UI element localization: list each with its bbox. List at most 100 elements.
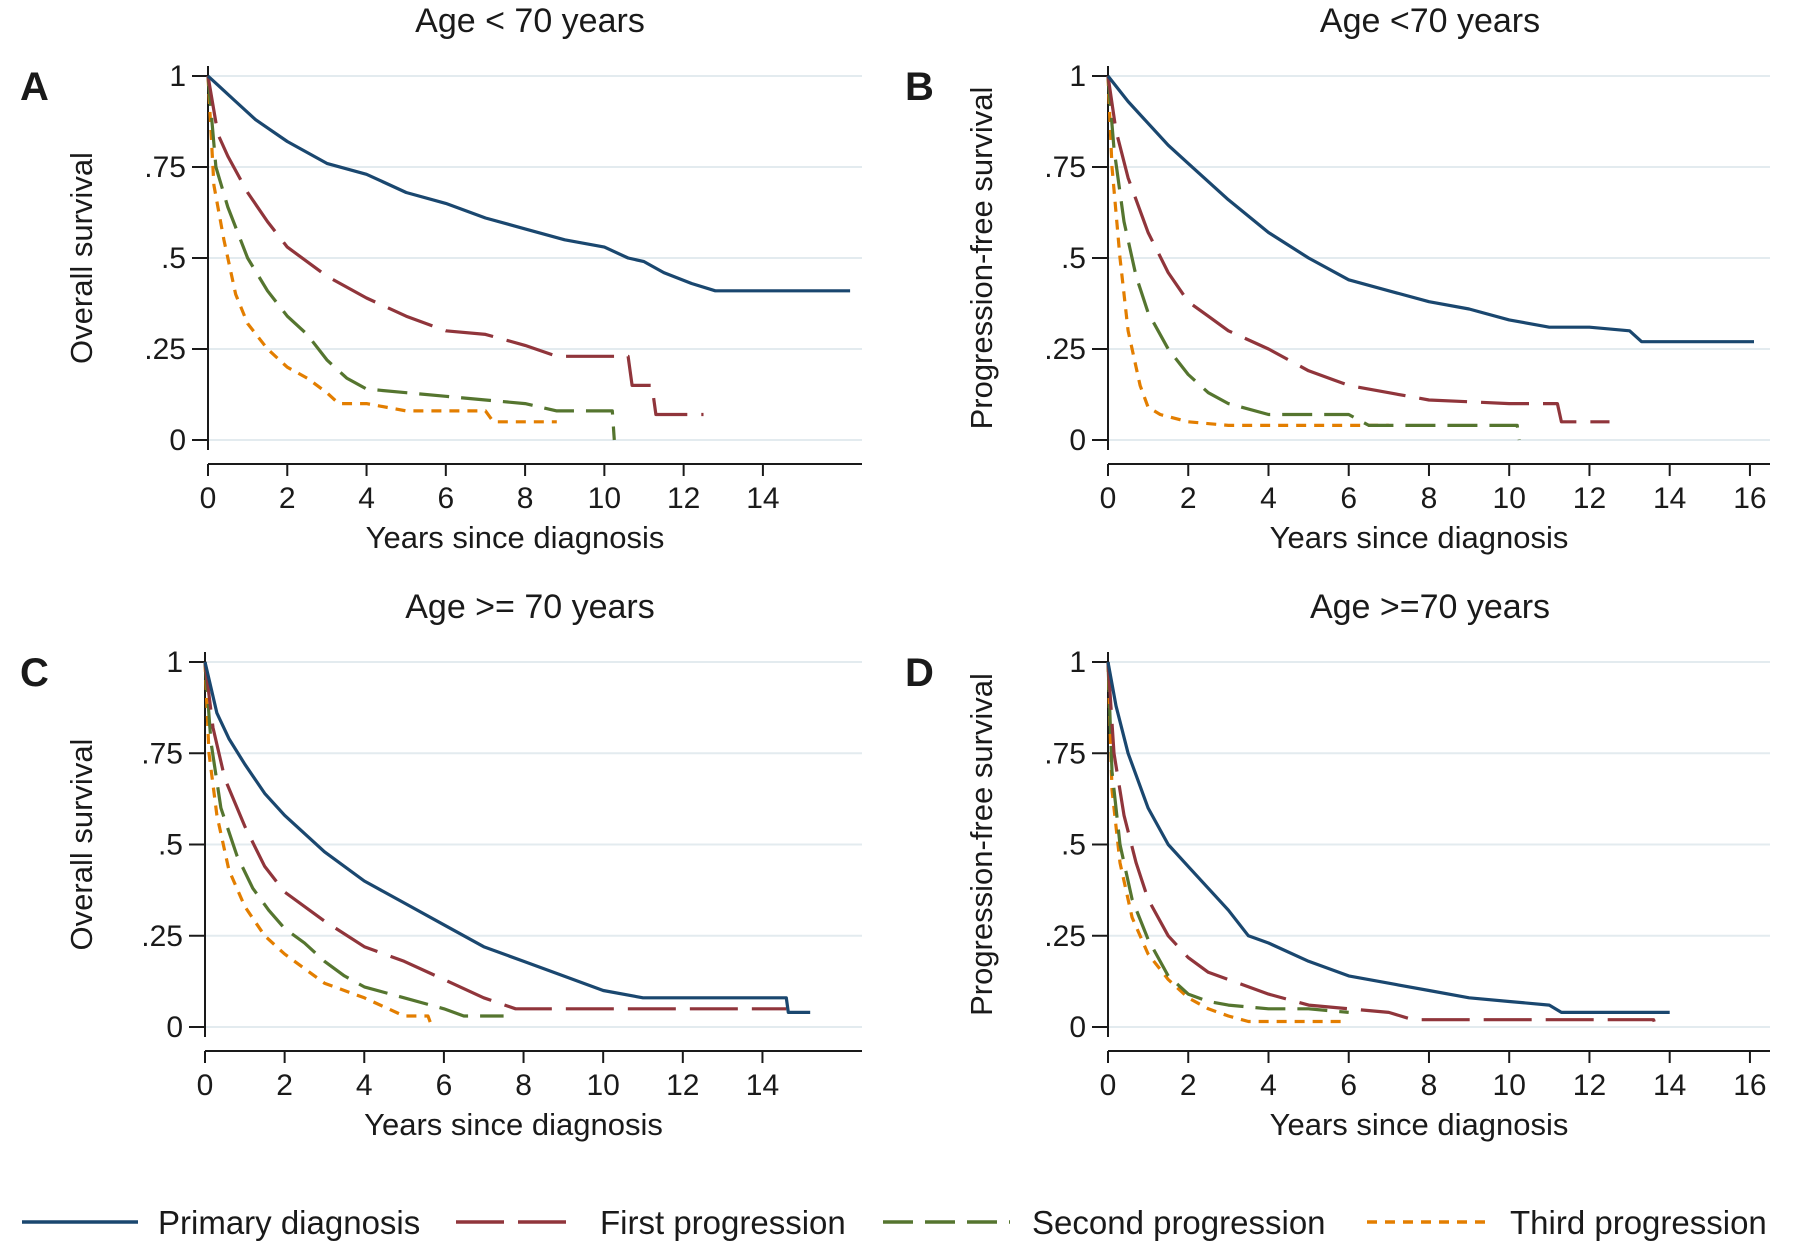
series-line-third: [203, 661, 434, 1028]
x-tick-label: 10: [1493, 482, 1526, 515]
panel-title: Age < 70 years: [415, 2, 645, 40]
series-line-second: [1106, 661, 1349, 1014]
y-axis-label: Overall survival: [64, 739, 99, 951]
series-line-first: [1106, 75, 1610, 424]
y-tick-label: .25: [144, 333, 186, 366]
y-tick-label: 0: [166, 1011, 183, 1044]
panel-letter: B: [905, 65, 934, 109]
x-tick-label: 8: [517, 482, 534, 515]
y-tick-label: 1: [166, 646, 183, 679]
x-tick-label: 2: [1180, 1069, 1197, 1102]
series-line-second: [1106, 75, 1521, 441]
series-line-primary: [1106, 75, 1754, 344]
x-tick-label: 16: [1733, 1069, 1766, 1102]
legend-item-primary: Primary diagnosis: [22, 1204, 420, 1241]
x-tick-label: 4: [1260, 1069, 1277, 1102]
series-line-primary: [1106, 661, 1670, 1014]
series-line-third: [206, 75, 557, 424]
x-tick-label: 10: [586, 1069, 619, 1102]
y-tick-label: 0: [1069, 424, 1086, 457]
x-tick-label: 14: [1653, 482, 1686, 515]
series-line-second: [203, 661, 504, 1018]
panel-letter: A: [20, 65, 49, 109]
legend-label-first: First progression: [600, 1204, 846, 1241]
x-tick-label: 12: [1573, 482, 1606, 515]
panel-title: Age >=70 years: [1310, 588, 1550, 626]
x-axis-label: Years since diagnosis: [1270, 520, 1569, 555]
legend-label-second: Second progression: [1032, 1204, 1326, 1241]
legend-item-first: First progression: [456, 1204, 846, 1241]
series-line-first: [1106, 661, 1658, 1028]
panel-letter: D: [905, 651, 934, 695]
legend-item-second: Second progression: [883, 1204, 1326, 1241]
y-tick-label: .5: [1061, 829, 1086, 862]
series-line-first: [206, 75, 704, 417]
x-tick-label: 6: [436, 1069, 453, 1102]
y-tick-label: .25: [1044, 333, 1086, 366]
y-tick-label: 1: [169, 60, 186, 93]
legend-label-primary: Primary diagnosis: [158, 1204, 420, 1241]
x-axis-label: Years since diagnosis: [364, 1107, 663, 1142]
y-axis-label: Progression-free survival: [964, 87, 999, 430]
legend-item-third: Third progression: [1367, 1204, 1767, 1241]
x-tick-label: 12: [1573, 1069, 1606, 1102]
x-axis-label: Years since diagnosis: [366, 520, 665, 555]
series-line-primary: [203, 661, 811, 1014]
x-tick-label: 2: [279, 482, 296, 515]
series-line-primary: [206, 74, 851, 293]
x-tick-label: 2: [1180, 482, 1197, 515]
series-line-second: [206, 75, 616, 441]
x-tick-label: 8: [1421, 482, 1438, 515]
y-tick-label: 0: [1069, 1011, 1086, 1044]
x-tick-label: 8: [515, 1069, 532, 1102]
panel-letter: C: [20, 651, 49, 695]
y-tick-label: .25: [1044, 920, 1086, 953]
x-tick-label: 12: [667, 482, 700, 515]
x-tick-label: 10: [1493, 1069, 1526, 1102]
panel-title: Age >= 70 years: [405, 588, 655, 626]
x-axis-label: Years since diagnosis: [1270, 1107, 1569, 1142]
x-tick-label: 12: [666, 1069, 699, 1102]
x-tick-label: 6: [1340, 1069, 1357, 1102]
y-tick-label: .75: [141, 737, 183, 770]
y-tick-label: .5: [158, 829, 183, 862]
series-line-first: [203, 661, 787, 1011]
x-tick-label: 0: [1100, 1069, 1117, 1102]
x-tick-label: 4: [358, 482, 375, 515]
y-tick-label: .75: [144, 151, 186, 184]
x-tick-label: 6: [1340, 482, 1357, 515]
x-tick-label: 10: [588, 482, 621, 515]
y-tick-label: .5: [1061, 242, 1086, 275]
legend: Primary diagnosis First progression Second…: [22, 1204, 1767, 1241]
x-tick-label: 4: [1260, 482, 1277, 515]
y-tick-label: .75: [1044, 151, 1086, 184]
x-tick-label: 4: [356, 1069, 373, 1102]
y-tick-label: 0: [169, 424, 186, 457]
x-tick-label: 14: [746, 482, 779, 515]
y-tick-label: 1: [1069, 646, 1086, 679]
x-tick-label: 2: [276, 1069, 293, 1102]
y-tick-label: .25: [141, 920, 183, 953]
series-line-third: [1106, 661, 1341, 1024]
y-tick-label: .75: [1044, 737, 1086, 770]
legend-label-third: Third progression: [1510, 1204, 1767, 1241]
x-tick-label: 0: [200, 482, 217, 515]
y-axis-label: Progression-free survival: [964, 673, 999, 1016]
y-tick-label: 1: [1069, 60, 1086, 93]
x-tick-label: 16: [1733, 482, 1766, 515]
y-axis-label: Overall survival: [64, 152, 99, 364]
series-line-third: [1106, 75, 1389, 427]
x-tick-label: 6: [437, 482, 454, 515]
panel-title: Age <70 years: [1320, 2, 1540, 40]
y-tick-label: .5: [161, 242, 186, 275]
x-tick-label: 14: [1653, 1069, 1686, 1102]
x-tick-label: 8: [1421, 1069, 1438, 1102]
x-tick-label: 14: [746, 1069, 779, 1102]
x-tick-label: 0: [1100, 482, 1117, 515]
x-tick-label: 0: [197, 1069, 214, 1102]
